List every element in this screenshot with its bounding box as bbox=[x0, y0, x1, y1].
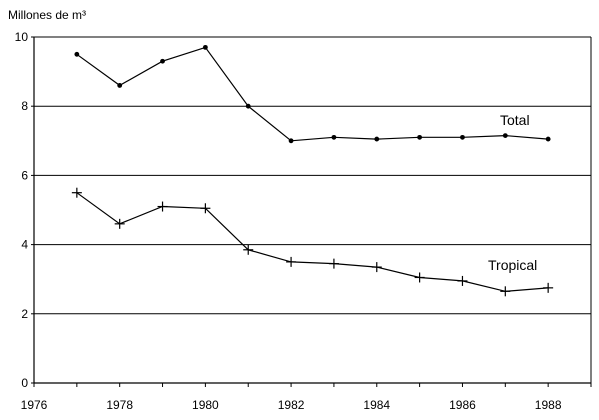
data-point-tropical-1985 bbox=[414, 272, 425, 283]
y-tick-label-2: 2 bbox=[21, 307, 28, 321]
x-tick-label-1978: 1978 bbox=[106, 398, 133, 412]
data-point-tropical-1982 bbox=[286, 256, 297, 267]
series-label-total: Total bbox=[500, 112, 530, 128]
data-point-tropical-1986 bbox=[457, 275, 468, 286]
data-point-total-1978 bbox=[117, 83, 123, 88]
data-point-total-1977 bbox=[74, 51, 80, 57]
data-point-total-1984 bbox=[374, 136, 380, 142]
series-group bbox=[71, 44, 554, 297]
data-point-tropical-1987 bbox=[500, 286, 511, 297]
y-axis-label: Millones de m³ bbox=[8, 8, 86, 22]
x-tick-label-1986: 1986 bbox=[449, 398, 476, 412]
data-point-tropical-1988 bbox=[543, 282, 554, 293]
y-tick-label-4: 4 bbox=[21, 238, 28, 252]
data-point-total-1987 bbox=[502, 133, 508, 139]
x-tick-label-1984: 1984 bbox=[363, 398, 390, 412]
series-line-total bbox=[76, 46, 549, 142]
series-line-tropical bbox=[76, 192, 549, 292]
data-point-tropical-1977 bbox=[71, 187, 82, 198]
x-tick-label-1982: 1982 bbox=[278, 398, 305, 412]
data-point-tropical-1979 bbox=[157, 201, 168, 212]
data-point-total-1986 bbox=[460, 134, 465, 140]
y-tick-labels: 0 2 4 6 8 10 bbox=[15, 30, 29, 390]
y-tick-label-8: 8 bbox=[21, 99, 28, 113]
data-point-tropical-1980 bbox=[200, 203, 211, 214]
data-point-total-1979 bbox=[160, 58, 165, 64]
data-point-tropical-1978 bbox=[114, 218, 125, 229]
series-label-tropical: Tropical bbox=[488, 257, 537, 273]
y-tick-label-0: 0 bbox=[21, 376, 28, 390]
data-point-tropical-1983 bbox=[328, 258, 339, 269]
data-point-total-1988 bbox=[545, 136, 551, 142]
data-point-total-1981 bbox=[245, 103, 251, 109]
axes bbox=[31, 36, 592, 387]
data-point-tropical-1981 bbox=[243, 244, 254, 255]
y-tick-label-6: 6 bbox=[21, 168, 28, 182]
x-tick-label-1976: 1976 bbox=[21, 398, 48, 412]
x-tick-label-1988: 1988 bbox=[535, 398, 562, 412]
data-point-total-1982 bbox=[288, 138, 294, 144]
x-tick-label-1980: 1980 bbox=[192, 398, 219, 412]
data-point-total-1985 bbox=[417, 134, 423, 140]
x-tick-labels: 1976 1978 1980 1982 1984 1986 1988 bbox=[21, 398, 562, 412]
y-tick-label-10: 10 bbox=[15, 30, 29, 44]
data-point-total-1983 bbox=[331, 134, 337, 140]
data-point-total-1980 bbox=[202, 44, 208, 50]
data-point-tropical-1984 bbox=[371, 262, 382, 273]
